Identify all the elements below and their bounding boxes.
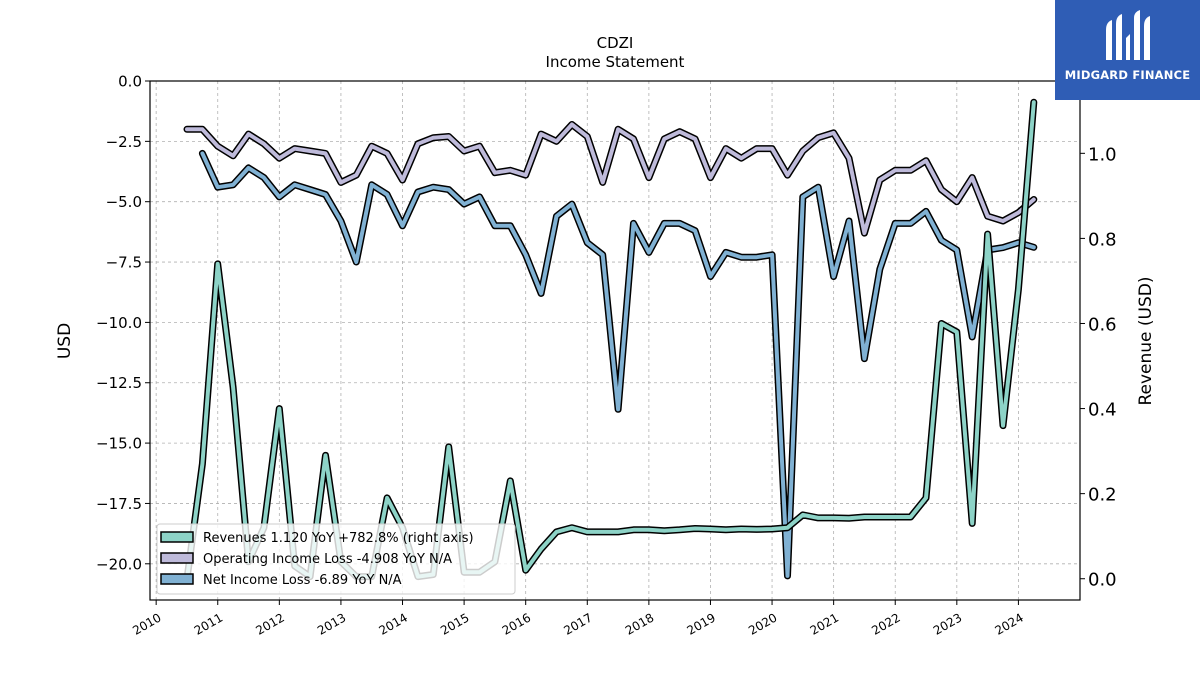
- chart-subtitle: Income Statement: [546, 53, 685, 71]
- x-tick-label: 2013: [315, 610, 348, 637]
- x-tick-label: 2021: [808, 610, 841, 637]
- y-tick-label: −2.5: [106, 133, 142, 151]
- x-tick-label: 2020: [746, 610, 779, 637]
- series-line-outline: [198, 149, 1038, 580]
- y2-tick-label: 0.8: [1088, 229, 1117, 250]
- logo-text: MIDGARD FINANCE: [1064, 68, 1191, 82]
- y-tick-label: −20.0: [96, 555, 142, 573]
- x-tick-label: 2018: [623, 610, 656, 637]
- legend-swatch: [160, 531, 194, 543]
- y-tick-label: 0.0: [118, 73, 142, 91]
- y2-tick-label: 0.6: [1088, 314, 1117, 335]
- series-line-outline: [183, 121, 1038, 237]
- x-tick-label: 2010: [130, 610, 163, 637]
- midgard-finance-logo-icon: [1106, 10, 1150, 60]
- legend: Revenues 1.120 YoY +782.8% (right axis) O…: [156, 523, 516, 595]
- x-tick-label: 2019: [685, 610, 718, 637]
- legend-label: Operating Income Loss -4.908 YoY N/A: [203, 552, 452, 567]
- legend-swatch: [160, 552, 194, 564]
- legend-box: [156, 523, 516, 595]
- y2-tick-label: 0.4: [1088, 400, 1117, 421]
- x-tick-label: 2011: [192, 610, 225, 637]
- midgard-finance-logo: MIDGARD FINANCE: [1055, 0, 1200, 100]
- y-tick-label: −12.5: [96, 374, 142, 392]
- y-tick-label: −7.5: [106, 254, 142, 272]
- x-tick-label: 2016: [500, 610, 533, 637]
- series-line: [200, 151, 1036, 578]
- chart-title: CDZI: [597, 34, 634, 52]
- y2-tick-label: 0.0: [1088, 570, 1117, 591]
- series-line: [185, 100, 1036, 581]
- x-tick-label: 2023: [931, 610, 964, 637]
- y2-tick-label: 0.2: [1088, 485, 1117, 506]
- legend-swatch: [160, 573, 194, 585]
- y-tick-label: −17.5: [96, 495, 142, 513]
- series-layer: [183, 98, 1038, 583]
- legend-label: Net Income Loss -6.89 YoY N/A: [203, 573, 402, 588]
- x-tick-label: 2015: [438, 610, 471, 637]
- x-tick-label: 2017: [561, 610, 594, 637]
- y-tick-label: −15.0: [96, 435, 142, 453]
- y-axis-label: USD: [55, 323, 75, 359]
- x-tick-label: 2022: [869, 610, 902, 637]
- plot-frame: [149, 80, 1081, 601]
- x-tick-label: 2014: [377, 610, 410, 637]
- y-tick-label: −5.0: [106, 193, 142, 211]
- x-tick-label: 2012: [253, 610, 286, 637]
- series-line: [185, 122, 1036, 236]
- x-tick-label: 2024: [992, 610, 1025, 637]
- legend-label: Revenues 1.120 YoY +782.8% (right axis): [203, 531, 474, 546]
- y-tick-label: −10.0: [96, 314, 142, 332]
- y2-axis-label: Revenue (USD): [1136, 276, 1156, 405]
- y2-tick-label: 1.0: [1088, 144, 1117, 165]
